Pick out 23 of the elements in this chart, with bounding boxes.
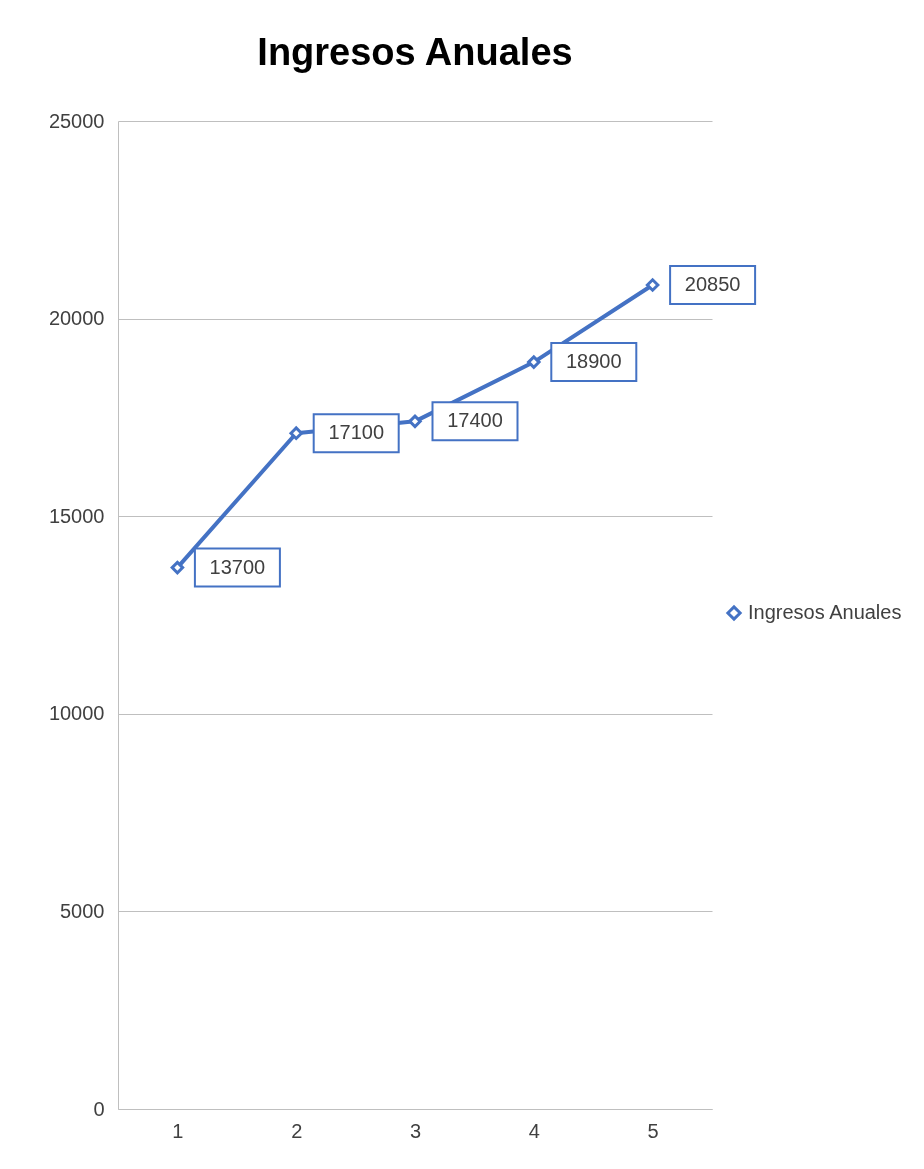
data-label: 17100 (328, 421, 385, 444)
point (170, 560, 185, 575)
point (645, 278, 660, 292)
x-tick-label: 1 (172, 1119, 184, 1142)
legend-label: Ingresos Anuales (748, 601, 902, 623)
y-tick-label: 25000 (48, 109, 105, 132)
point (289, 426, 303, 440)
x-tick-label: 3 (409, 1119, 422, 1142)
y-tick-label: 0 (93, 1097, 105, 1120)
y-tick-label: 20000 (48, 307, 105, 330)
x-tick-label: 5 (647, 1119, 659, 1142)
point (408, 414, 422, 429)
x-tick-label: 2 (291, 1119, 303, 1142)
point (527, 355, 541, 369)
data-label: 13700 (209, 555, 266, 578)
y-tick-label: 15000 (48, 504, 105, 527)
y-tick-label: 10000 (48, 702, 105, 725)
x-tick-label: 4 (528, 1119, 540, 1142)
data-label: 17400 (447, 409, 503, 432)
data-label: 20850 (684, 273, 741, 296)
y-tick-label: 5000 (60, 899, 105, 922)
chart-title: Ingresos Anuales (257, 31, 573, 73)
data-label: 18900 (565, 350, 622, 373)
